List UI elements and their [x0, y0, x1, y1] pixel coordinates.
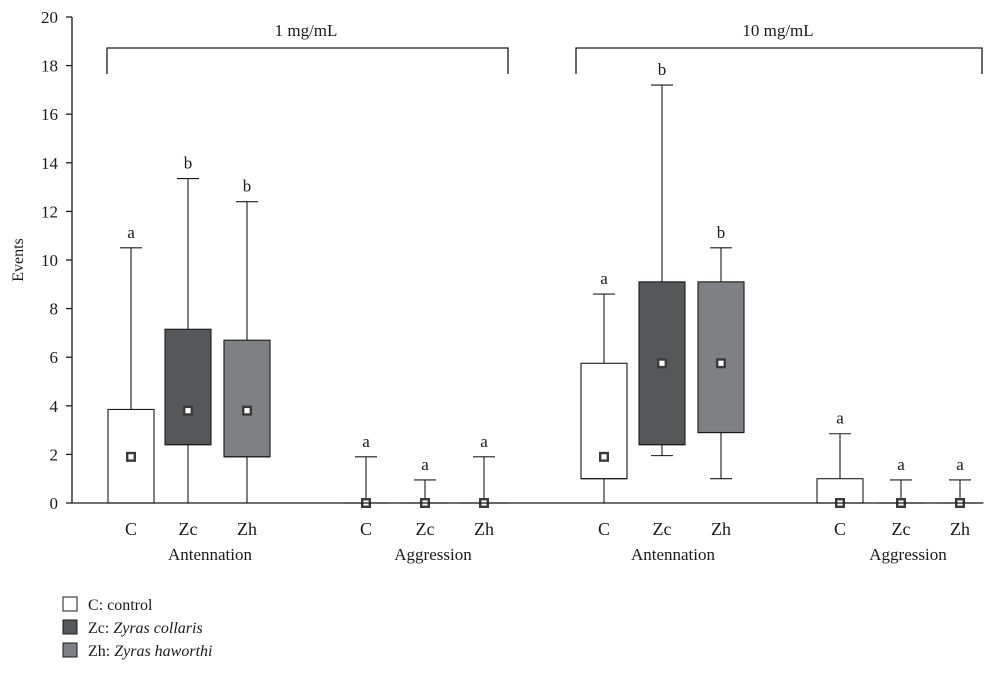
mean-marker-center [601, 454, 607, 460]
box-plot-item: a Zc [401, 455, 449, 539]
legend-label: C: control [88, 597, 153, 614]
x-tick-label: Zh [950, 519, 970, 539]
legend-item: C: control [62, 596, 153, 614]
legend-description: Zyras haworthi [114, 643, 212, 660]
mean-marker-center [185, 408, 191, 414]
x-tick-label: C [125, 519, 137, 539]
significance-letter: b [717, 223, 726, 242]
legend-item: Zh: Zyras haworthi [62, 642, 212, 660]
y-tick-label: 14 [41, 154, 59, 173]
significance-letter: b [243, 177, 252, 196]
behavior-label: Aggression [869, 545, 947, 564]
box-plot-item: aC [816, 409, 864, 539]
mean-marker-center [244, 408, 250, 414]
concentration-brackets: 1 mg/mL 10 mg/mL [106, 21, 983, 74]
concentration-bracket [575, 47, 983, 74]
box-iqr [164, 328, 212, 446]
significance-letter: a [421, 455, 429, 474]
y-tick-label: 4 [50, 397, 59, 416]
x-tick-label: C [360, 519, 372, 539]
significance-letter: a [956, 455, 964, 474]
legend-description: Zyras collaris [113, 620, 202, 637]
concentration-label: 10 mg/mL [742, 21, 813, 40]
legend-swatch [62, 642, 78, 658]
x-tick-label: Zc [179, 519, 198, 539]
concentration-bracket [106, 47, 509, 74]
x-tick-label: Zc [653, 519, 672, 539]
y-tick-label: 8 [50, 300, 59, 319]
x-tick-label: Zh [711, 519, 731, 539]
legend: C: control Zc: Zyras collaris Zh: Zyras ha… [62, 596, 212, 660]
box-plot-item: b Zh [223, 177, 271, 539]
significance-letter: a [897, 455, 905, 474]
box-iqr [223, 339, 271, 458]
y-tick-label: 12 [41, 202, 58, 221]
y-tick-label: 10 [41, 251, 58, 270]
box-plot-item: a Zc [877, 455, 925, 539]
behavior-label: Aggression [394, 545, 472, 564]
y-tick-label: 18 [41, 57, 58, 76]
significance-letter: a [600, 269, 608, 288]
legend-item: Zc: Zyras collaris [62, 619, 203, 637]
y-axis-label: Events [10, 238, 27, 282]
significance-letter: a [836, 409, 844, 428]
y-tick-label: 0 [50, 494, 59, 513]
legend-key: Zh: [88, 643, 114, 660]
box-plot-item: a Zh [460, 432, 508, 539]
x-tick-label: Zc [416, 519, 435, 539]
legend-key: C: [88, 597, 107, 614]
legend-swatch [62, 619, 78, 635]
legend-label: Zh: Zyras haworthi [88, 643, 212, 660]
y-tick-label: 2 [50, 445, 59, 464]
legend-key: Zc: [88, 620, 113, 637]
y-tick-label: 16 [41, 105, 58, 124]
legend-swatch [62, 596, 78, 612]
box-plot-item: aC [580, 269, 628, 539]
mean-marker-center [659, 360, 665, 366]
significance-letter: a [127, 223, 135, 242]
mean-marker-center [718, 360, 724, 366]
behavior-label: Antennation [168, 545, 253, 564]
significance-letter: a [480, 432, 488, 451]
significance-letter: b [658, 60, 667, 79]
significance-letter: a [362, 432, 370, 451]
concentration-label: 1 mg/mL [275, 21, 338, 40]
x-tick-label: Zh [474, 519, 494, 539]
y-tick-label: 6 [50, 348, 59, 367]
mean-marker-center [128, 454, 134, 460]
y-axis: 0 2 4 6 8 10 12 14 16 18 20 Events [10, 8, 73, 513]
y-ticks: 0 2 4 6 8 10 12 14 16 18 20 [41, 8, 72, 513]
x-tick-label: C [834, 519, 846, 539]
x-tick-label: C [598, 519, 610, 539]
box-iqr [697, 281, 745, 434]
legend-description: control [107, 597, 153, 614]
significance-letter: b [184, 154, 193, 173]
box-plot-item: b Zc [164, 154, 212, 539]
y-tick-label: 20 [41, 8, 58, 27]
box-plot-item: b Zc [638, 60, 686, 539]
x-tick-label: Zh [237, 519, 257, 539]
box-plot-item: aC [107, 223, 155, 539]
box-plot-item: b Zh [697, 223, 745, 539]
box-plot-item: a Zh [936, 455, 984, 539]
box-plot-item: aC [342, 432, 390, 539]
behavior-label: Antennation [631, 545, 716, 564]
plot-area: aCbZcbZhAntennationaCaZcaZhAggressionaCb… [72, 60, 984, 564]
legend-label: Zc: Zyras collaris [88, 620, 203, 637]
x-tick-label: Zc [892, 519, 911, 539]
